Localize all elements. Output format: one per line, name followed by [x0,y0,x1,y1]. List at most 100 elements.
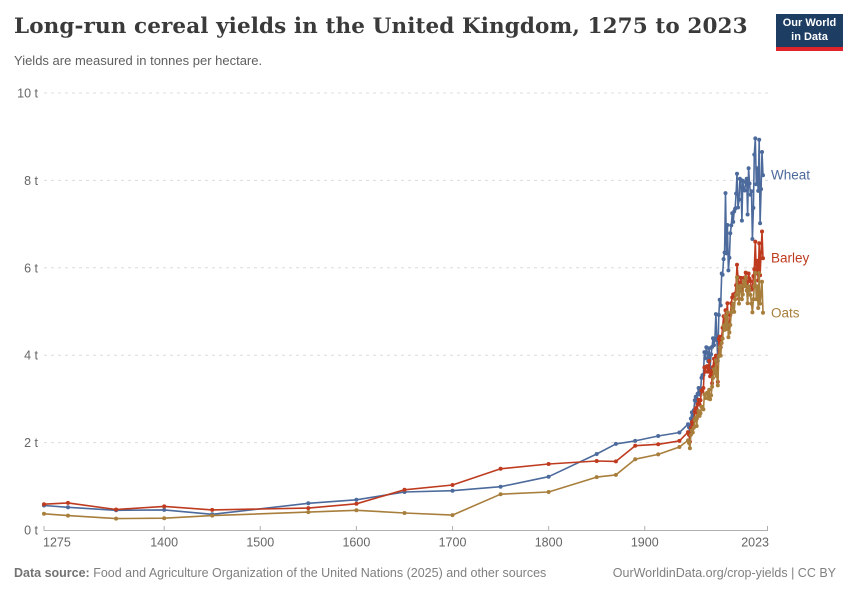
data-point-oats [708,397,713,402]
data-point-barley [746,271,751,276]
credit-link[interactable]: OurWorldinData.org/crop-yields | CC BY [612,566,836,580]
series-line-barley [43,230,764,511]
data-point-oats [718,353,723,358]
series-line-oats [43,272,764,520]
x-axis-label: 2023 [741,536,769,550]
data-point-oats [727,330,732,335]
data-point-oats [737,301,741,306]
data-point-wheat [727,255,732,260]
data-point-oats [713,358,718,363]
owid-logo-line2: in Data [791,30,828,43]
data-point-barley [450,483,455,487]
data-point-oats [725,310,730,315]
x-axis-label: 1600 [342,536,370,550]
data-point-wheat [696,386,701,390]
data-point-barley [656,442,661,447]
data-point-oats [691,425,696,430]
data-point-wheat [725,223,730,227]
data-point-wheat [755,166,760,171]
data-point-wheat [753,136,758,141]
data-point-oats [723,314,728,319]
data-point-wheat [633,438,638,443]
data-point-wheat [721,257,726,262]
series-label-barley: Barley [771,251,810,266]
data-point-wheat [742,188,747,193]
data-point-barley [738,275,743,280]
data-point-wheat [656,434,661,438]
data-point-oats [735,275,739,280]
data-point-barley [707,358,712,363]
x-axis-label: 1900 [631,536,659,550]
data-point-oats [719,341,724,345]
x-axis-label: 1800 [535,536,563,550]
data-point-wheat [760,150,764,154]
data-point-oats [732,309,737,314]
data-point-oats [701,407,706,412]
owid-logo[interactable]: Our World in Data [776,14,843,51]
data-point-barley [42,502,46,507]
y-axis-label: 10 t [17,87,38,101]
data-point-barley [753,239,758,244]
data-point-oats [745,301,750,306]
data-point-barley [700,389,705,394]
data-point-wheat [757,137,762,142]
data-point-oats [753,271,758,275]
data-point-oats [694,424,699,428]
data-point-barley [594,459,599,463]
data-point-oats [721,323,726,328]
data-point-oats [728,323,733,327]
data-point-wheat [677,430,682,435]
data-point-barley [692,409,697,414]
data-point-barley [748,279,753,284]
chart-footer: Data source: Food and Agriculture Organi… [14,566,836,580]
data-point-oats [752,284,757,289]
data-point-barley [66,500,70,505]
data-point-wheat [748,192,753,197]
data-point-oats [498,492,503,497]
data-point-wheat [750,237,755,241]
data-point-oats [687,446,692,451]
data-point-oats [709,393,714,398]
data-point-wheat [705,350,710,355]
data-point-barley [613,459,618,464]
data-point-wheat [703,356,708,361]
data-point-oats [450,513,455,518]
data-point-wheat [709,352,714,357]
data-point-barley [162,504,167,509]
data-point-oats [306,510,311,515]
data-point-oats [757,271,762,275]
page-title: Long-run cereal yields in the United Kin… [14,14,748,39]
data-point-wheat [594,452,599,456]
data-point-barley [725,301,730,306]
data-point-oats [738,283,743,288]
data-point-oats [712,367,716,372]
data-point-oats [613,472,618,477]
data-point-oats [760,279,764,284]
data-point-oats [698,411,703,416]
data-point-barley [701,386,706,390]
data-point-barley [210,507,215,512]
data-point-barley [306,506,311,511]
data-point-oats [402,511,407,515]
x-axis-label: 1700 [439,536,467,550]
x-axis-label: 1500 [246,536,274,550]
data-point-oats [733,297,738,302]
data-point-barley [498,466,503,471]
data-point-oats [210,513,215,518]
data-point-wheat [450,488,455,493]
data-point-wheat [747,181,752,186]
data-point-oats [758,301,763,306]
data-point-oats [114,516,119,521]
data-point-wheat [731,219,736,224]
data-point-barley [546,462,551,466]
data-point-oats [656,452,661,457]
data-point-oats [546,490,551,494]
x-axis-label: 1400 [150,536,178,550]
data-point-oats [747,288,752,293]
data-point-oats [705,390,710,395]
data-point-barley [759,250,764,255]
data-point-wheat [717,297,722,302]
data-point-wheat [758,221,763,226]
